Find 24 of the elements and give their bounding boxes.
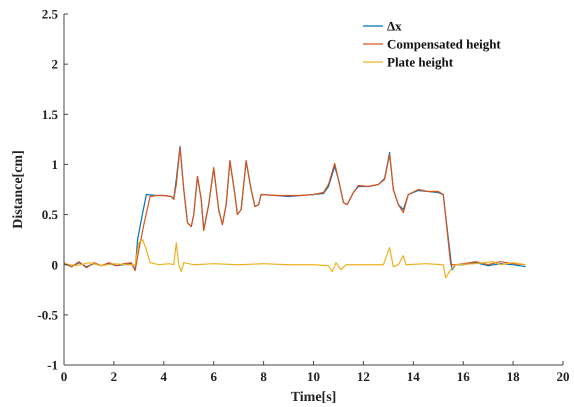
x-tick-label: 10: [307, 369, 320, 384]
line-series: [63, 239, 526, 278]
x-tick-label: 14: [406, 369, 420, 384]
x-axis-title: Time[s]: [290, 390, 336, 405]
y-tick-label: -0.5: [37, 307, 58, 322]
x-tick-label: 20: [556, 369, 570, 384]
y-tick-label: 2: [52, 56, 58, 72]
y-tick-label: 2.5: [42, 6, 58, 22]
legend-label: Compensated height: [387, 36, 502, 52]
y-tick-label: -1: [47, 358, 58, 373]
y-tick-label: 1.5: [42, 106, 58, 122]
y-tick-label: 1: [52, 156, 58, 172]
x-tick-label: 2: [110, 369, 118, 384]
y-axis-title: Distance[cm]: [11, 150, 26, 229]
x-tick-label: 12: [356, 369, 370, 384]
x-tick-label: 16: [456, 369, 470, 384]
x-tick-label: 4: [160, 369, 168, 384]
y-tick-label: 0.5: [42, 207, 58, 222]
x-tick-label: 8: [260, 369, 268, 384]
legend-label: Plate height: [387, 54, 454, 70]
x-tick-label: 18: [506, 369, 520, 384]
x-tick-label: 6: [210, 369, 218, 384]
y-tick-label: 0: [52, 257, 58, 272]
legend-label: Δx: [387, 18, 402, 34]
